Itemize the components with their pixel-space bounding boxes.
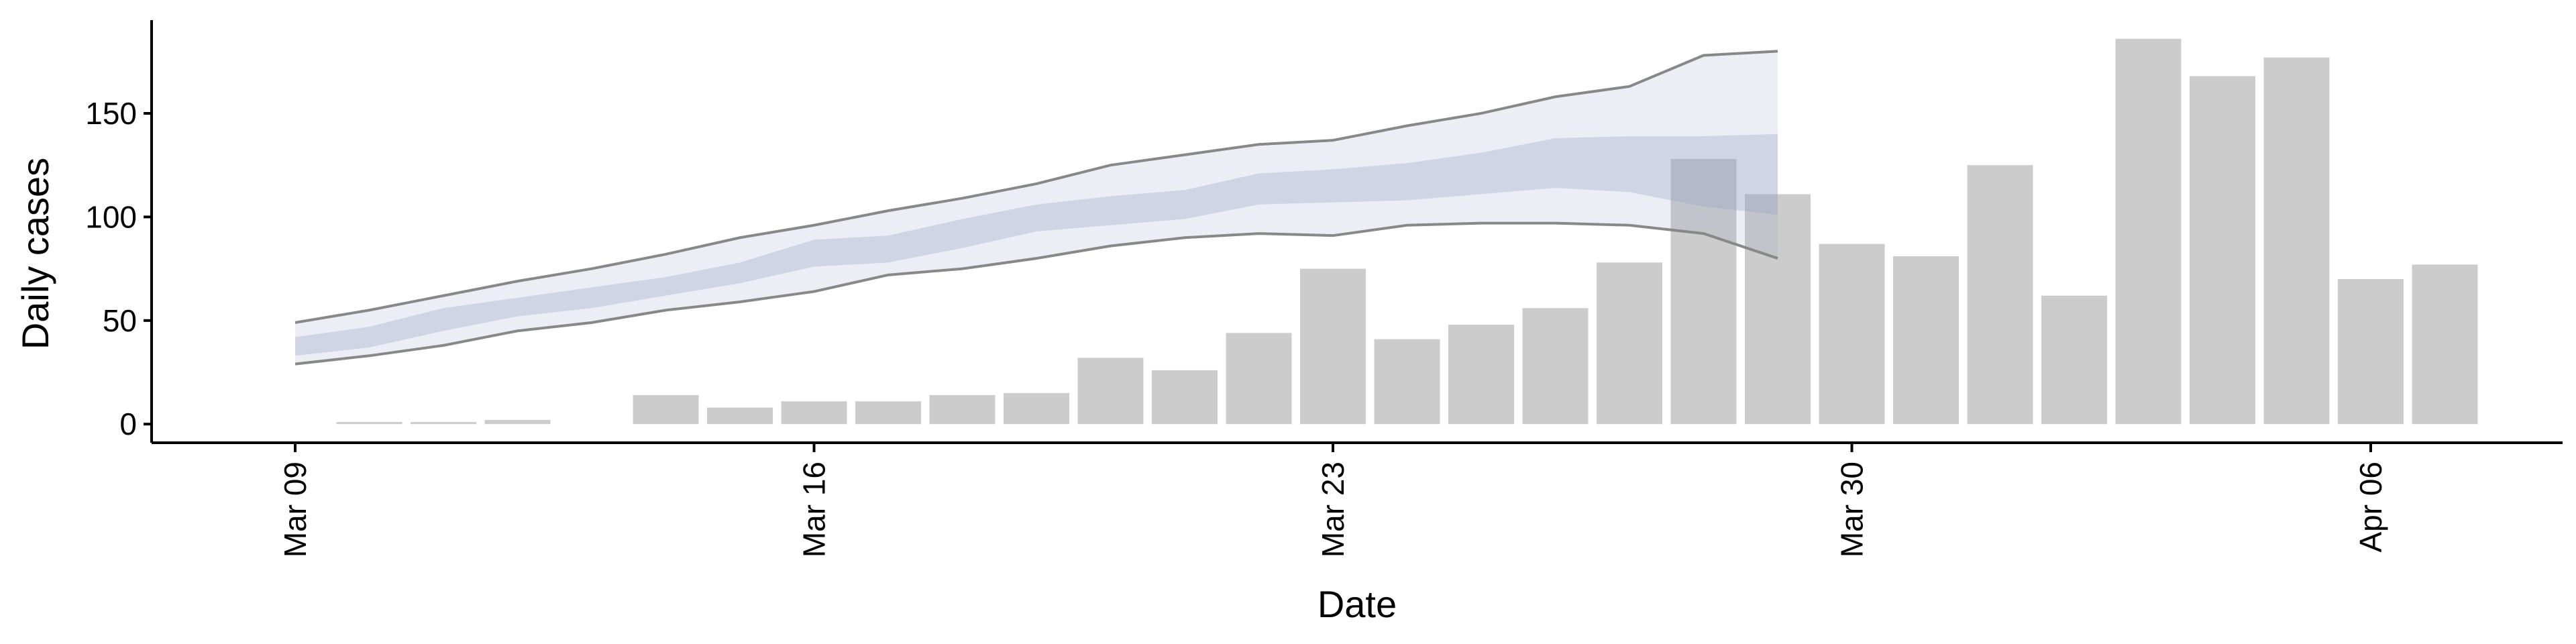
forecast-inner-band: [295, 133, 1778, 356]
bar-mar-10: [336, 422, 402, 425]
y-axis-title: Daily cases: [14, 158, 56, 350]
x-tick-label: Apr 06: [2353, 462, 2388, 553]
axes-layer: 0 50 100 150 Mar 09 Mar 16 Mar 23 Mar 30 Apr 06: [85, 20, 2563, 557]
x-tick-label: Mar 30: [1835, 462, 1870, 557]
bar-apr-05: [2263, 57, 2330, 425]
bar-mar-27: [1597, 262, 1662, 425]
bar-apr-03: [2115, 38, 2182, 425]
bar-mar-30: [1819, 244, 1885, 425]
x-tick-label: Mar 16: [797, 462, 832, 557]
forecast-upper-line: [294, 50, 1778, 324]
bar-mar-21: [1152, 370, 1218, 425]
y-tick-label: 50: [103, 303, 137, 338]
bar-mar-25: [1448, 324, 1514, 425]
bar-mar-26: [1522, 308, 1589, 425]
bar-mar-18: [929, 394, 996, 425]
bar-mar-19: [1004, 392, 1069, 425]
bar-apr-02: [2041, 295, 2107, 425]
forecast-band-layer: [294, 50, 1778, 366]
bar-mar-20: [1077, 358, 1144, 425]
bar-apr-04: [2190, 76, 2255, 425]
bar-mar-17: [855, 401, 921, 425]
forecast-outer-band: [295, 51, 1778, 364]
bar-mar-23: [1300, 268, 1366, 425]
y-tick-label: 150: [85, 96, 137, 131]
bar-mar-15: [707, 407, 773, 425]
bar-mar-31: [1893, 256, 1959, 425]
y-tick-label: 100: [85, 199, 137, 234]
x-tick-label: Mar 23: [1316, 462, 1350, 557]
bar-mar-14: [633, 394, 699, 425]
bar-mar-11: [411, 422, 476, 425]
x-axis-title: Date: [1318, 583, 1397, 625]
bar-apr-07: [2412, 264, 2478, 425]
bar-apr-01: [1967, 165, 2033, 425]
bar-mar-24: [1374, 339, 1440, 425]
bar-mar-29: [1745, 194, 1811, 425]
bar-mar-16: [781, 401, 847, 425]
y-tick-label: 0: [119, 407, 137, 441]
bar-mar-12: [484, 420, 551, 425]
x-tick-label: Mar 09: [278, 462, 313, 557]
bar-apr-06: [2338, 279, 2404, 425]
bars-layer: [336, 38, 2478, 425]
bar-mar-28: [1670, 158, 1737, 425]
forecast-lower-line: [294, 221, 1778, 366]
bar-mar-22: [1226, 333, 1292, 425]
